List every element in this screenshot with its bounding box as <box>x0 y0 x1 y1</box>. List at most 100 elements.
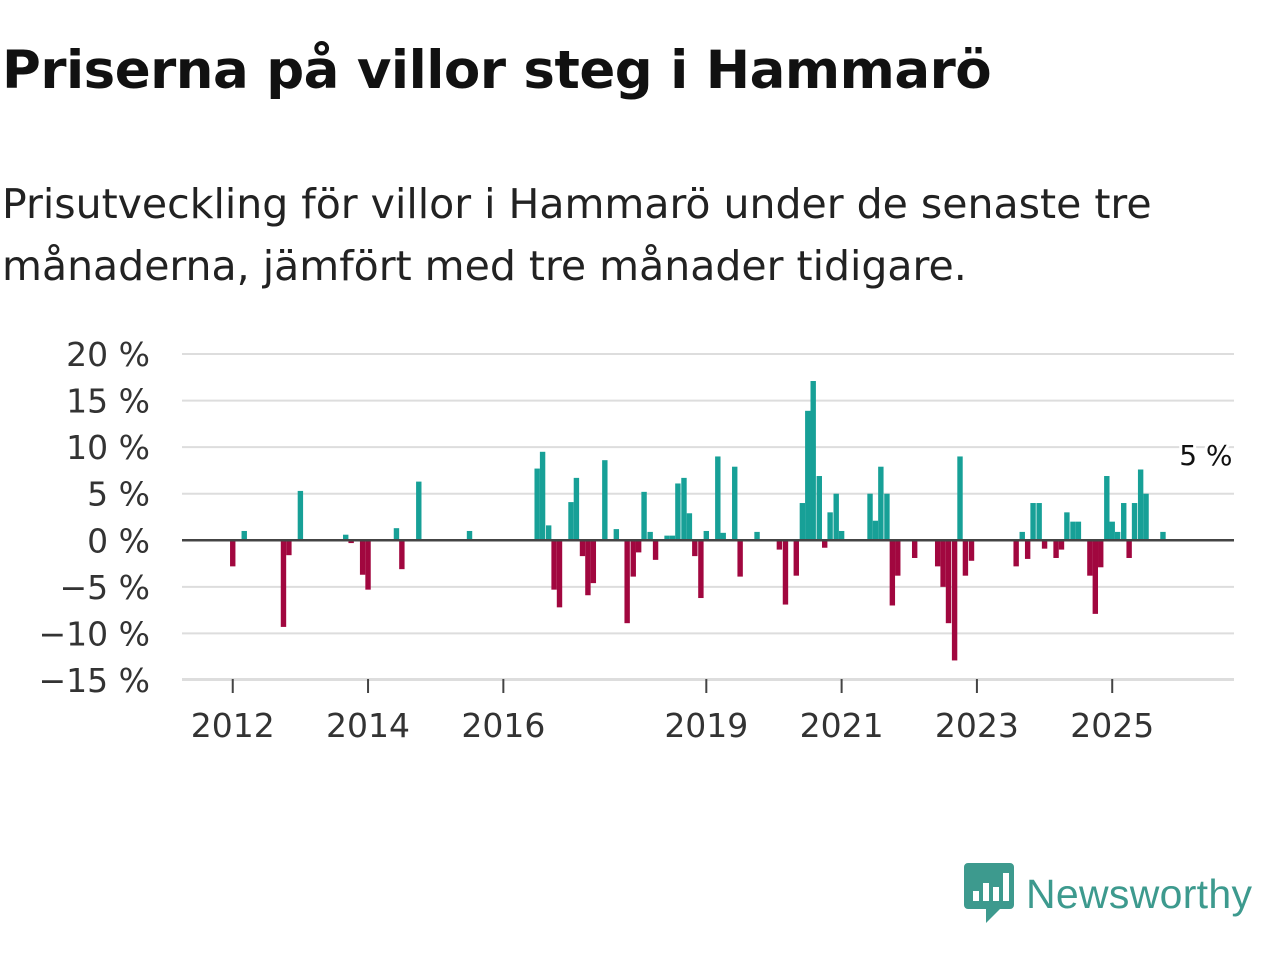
bar <box>827 512 833 541</box>
bar <box>669 535 676 541</box>
bar <box>343 534 349 541</box>
bar <box>297 490 304 541</box>
bar <box>359 540 366 575</box>
bar <box>416 481 422 541</box>
bar <box>624 540 630 624</box>
bar <box>365 540 371 590</box>
chart-subtitle: Prisutveckling för villor i Hammarö unde… <box>2 180 1152 290</box>
bar <box>940 540 946 587</box>
y-tick-label: 0 % <box>87 521 150 560</box>
bar <box>878 466 884 541</box>
x-tick-label: 2021 <box>800 706 884 745</box>
bar <box>816 476 822 541</box>
bar <box>799 503 806 541</box>
bar <box>1098 540 1104 568</box>
bar <box>884 493 890 541</box>
x-tick-label: 2012 <box>191 706 275 745</box>
y-tick-label: 20 % <box>66 335 150 374</box>
bar <box>782 540 789 605</box>
bar <box>715 456 721 541</box>
bar <box>534 468 540 541</box>
bar <box>838 530 845 541</box>
bar <box>348 540 354 544</box>
bar <box>286 540 292 556</box>
bar <box>703 530 710 541</box>
bar <box>681 477 687 541</box>
bar <box>737 540 743 577</box>
bar <box>585 540 591 596</box>
bar <box>833 493 839 541</box>
bar <box>968 540 975 561</box>
x-tick-label: 2023 <box>935 706 1019 745</box>
y-tick-label: 5 % <box>87 475 150 514</box>
bar <box>805 410 811 541</box>
bar <box>1030 503 1036 541</box>
bar <box>1019 531 1025 541</box>
bar <box>911 540 918 558</box>
bar <box>686 513 693 541</box>
bar <box>754 531 760 541</box>
bar <box>230 540 236 567</box>
bar <box>551 540 557 590</box>
bar <box>732 466 738 541</box>
bar <box>399 540 405 570</box>
bar <box>466 530 473 541</box>
bar <box>822 540 828 548</box>
bar <box>1109 521 1115 541</box>
x-tick-label: 2019 <box>664 706 748 745</box>
bar <box>889 540 896 606</box>
bar <box>793 540 799 576</box>
bar <box>664 535 670 541</box>
chart-title: Priserna på villor steg i Hammarö <box>2 40 992 101</box>
bar <box>698 540 704 599</box>
bar <box>1070 521 1076 541</box>
brand-name: Newsworthy <box>1026 870 1253 917</box>
bar <box>1024 540 1031 559</box>
bar <box>1075 521 1082 541</box>
bar <box>951 540 958 661</box>
last-value-annotation: 5 % <box>1179 439 1232 472</box>
y-tick-label: −15 % <box>39 661 151 700</box>
x-tick-label: 2014 <box>326 706 410 745</box>
bar <box>1058 540 1065 550</box>
bar <box>241 530 247 541</box>
bars <box>230 381 1166 661</box>
bar <box>1143 493 1149 541</box>
bar <box>641 491 647 541</box>
bar <box>590 540 597 584</box>
bar <box>895 540 901 576</box>
bar <box>280 540 287 627</box>
bar <box>1131 503 1138 541</box>
y-tick-label: −5 % <box>60 568 151 607</box>
bar <box>934 540 941 567</box>
bar <box>867 493 873 541</box>
bar <box>393 528 400 541</box>
y-axis-labels: −15 % −10 % −5 % 0 % 5 % 10 % 15 % 20 % <box>39 335 151 700</box>
bar <box>1053 540 1059 558</box>
bar <box>1126 540 1132 558</box>
bar <box>962 540 969 576</box>
bar <box>1064 512 1070 541</box>
bar <box>602 460 608 541</box>
bar <box>579 540 586 557</box>
y-tick-label: 10 % <box>66 428 150 467</box>
bar <box>539 451 546 541</box>
x-tick-label: 2016 <box>461 706 545 745</box>
bar <box>1041 540 1048 549</box>
y-tick-label: −10 % <box>39 614 151 653</box>
bar <box>556 540 563 608</box>
bar <box>1013 540 1019 567</box>
bar <box>1087 540 1093 576</box>
newsworthy-logo[interactable]: Newsworthy <box>964 862 1252 926</box>
bar <box>945 540 952 624</box>
x-axis: 2012 2014 2016 2019 2021 2023 2025 <box>182 678 1234 745</box>
bar-chart: −15 %−10 %−5 %0 %5 %10 %15 %20 % 2012 201… <box>39 335 1236 745</box>
bar <box>692 540 698 557</box>
bar <box>675 483 681 541</box>
bar <box>872 520 879 541</box>
bar <box>957 456 963 541</box>
bar <box>1160 531 1166 541</box>
bar <box>720 532 726 541</box>
bar <box>1114 531 1121 541</box>
grid-lines <box>182 353 1234 681</box>
